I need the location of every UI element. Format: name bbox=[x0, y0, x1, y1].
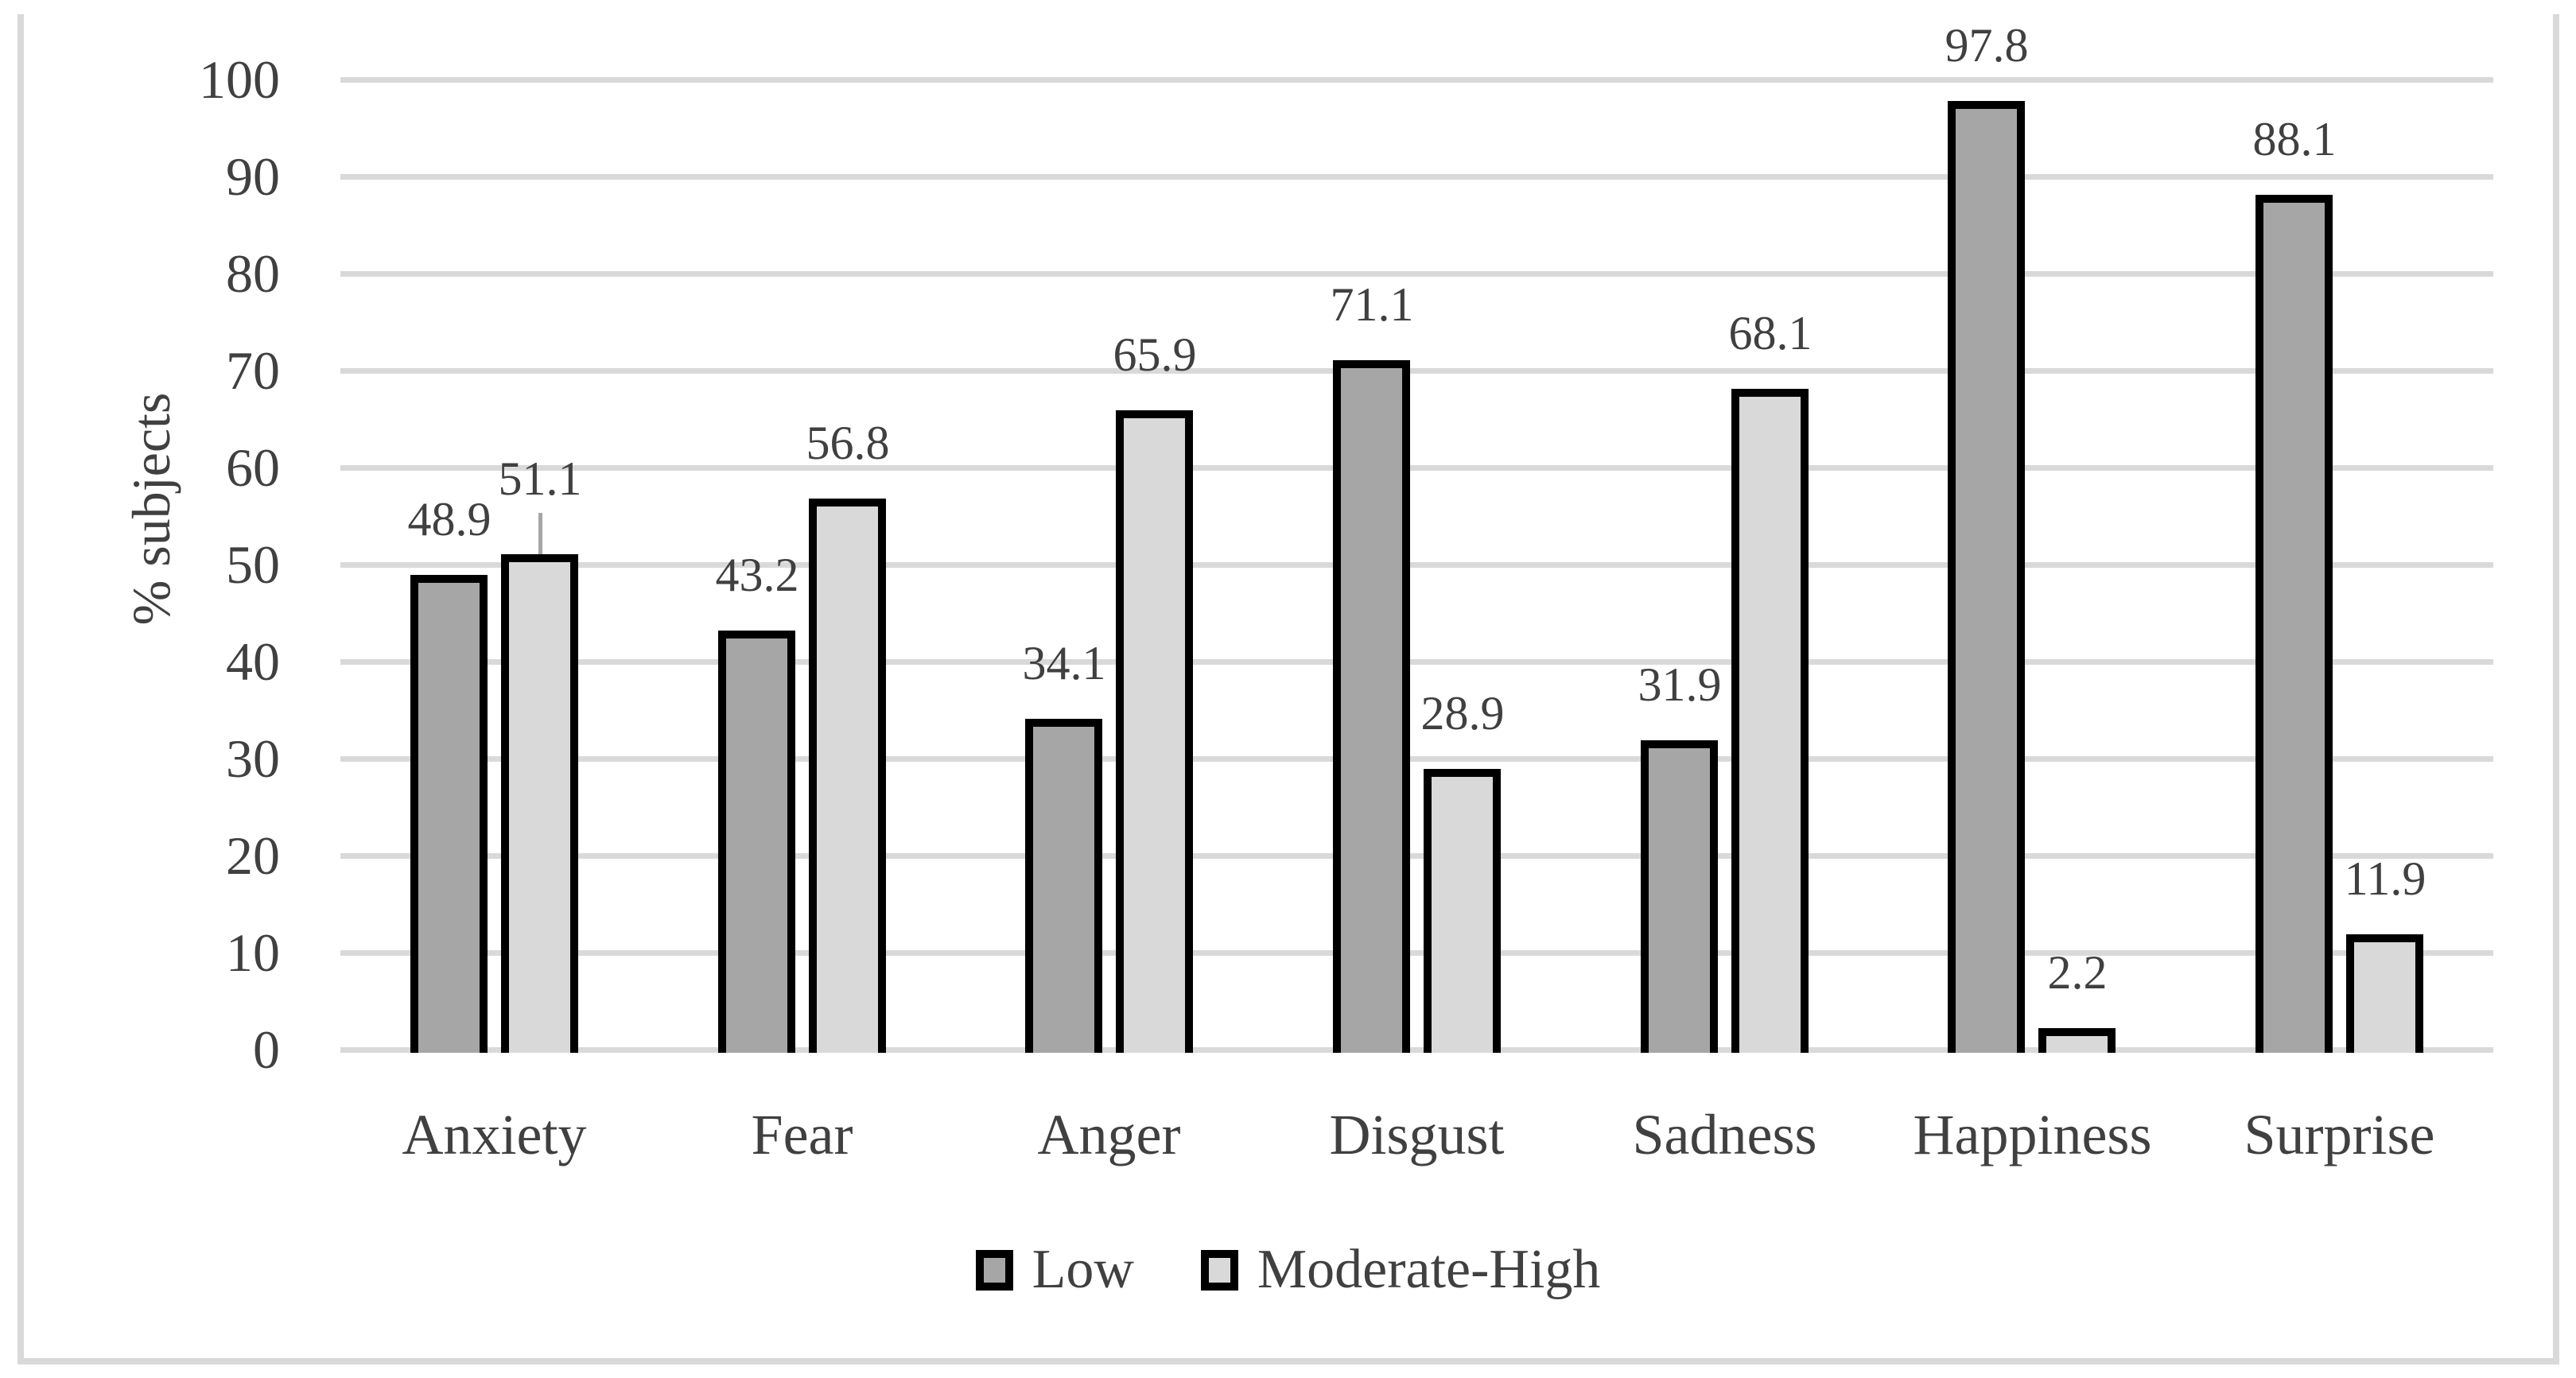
bar-disgust-moderate-high bbox=[1424, 769, 1501, 1053]
figure-frame-bottom bbox=[17, 1358, 2559, 1364]
category-label-happiness: Happiness bbox=[1913, 1103, 2152, 1166]
gridline-80 bbox=[340, 271, 2493, 277]
bar-value-label-anger-moderate-high: 65.9 bbox=[1113, 328, 1197, 381]
bar-value-label-sadness-low: 31.9 bbox=[1638, 658, 1722, 711]
bar-value-label-anxiety-low: 48.9 bbox=[407, 493, 491, 545]
gridline-90 bbox=[340, 174, 2493, 180]
gridline-30 bbox=[340, 756, 2493, 762]
gridline-0 bbox=[340, 1047, 2493, 1053]
bar-anger-moderate-high bbox=[1116, 410, 1193, 1053]
gridline-70 bbox=[340, 368, 2493, 374]
bar-anger-low bbox=[1025, 719, 1102, 1053]
y-tick-label-30: 30 bbox=[226, 728, 280, 789]
data-label-leader-line bbox=[538, 513, 542, 554]
y-tick-label-50: 50 bbox=[226, 534, 280, 595]
bar-sadness-moderate-high bbox=[1731, 389, 1809, 1053]
bar-value-label-surprise-low: 88.1 bbox=[2252, 113, 2337, 165]
bar-value-label-happiness-low: 97.8 bbox=[1945, 19, 2029, 72]
bar-value-label-disgust-low: 71.1 bbox=[1330, 278, 1414, 331]
bar-value-label-sadness-moderate-high: 68.1 bbox=[1728, 307, 1813, 359]
bar-happiness-moderate-high bbox=[2038, 1028, 2116, 1053]
y-tick-label-10: 10 bbox=[226, 922, 280, 983]
bar-value-label-disgust-moderate-high: 28.9 bbox=[1420, 687, 1505, 739]
bar-surprise-moderate-high bbox=[2346, 934, 2423, 1053]
category-label-disgust: Disgust bbox=[1329, 1103, 1505, 1166]
category-label-anger: Anger bbox=[1037, 1103, 1181, 1166]
bar-disgust-low bbox=[1333, 360, 1410, 1053]
y-tick-label-70: 70 bbox=[226, 340, 280, 401]
category-label-anxiety: Anxiety bbox=[402, 1103, 587, 1166]
legend-item-low: Low bbox=[975, 1234, 1134, 1306]
gridline-60 bbox=[340, 465, 2493, 471]
figure-frame-right bbox=[2553, 14, 2559, 1364]
legend-item-moderate-high: Moderate-High bbox=[1200, 1234, 1601, 1306]
category-label-surprise: Surprise bbox=[2244, 1103, 2435, 1166]
bar-surprise-low bbox=[2255, 195, 2333, 1053]
figure-frame-left bbox=[17, 14, 24, 1364]
category-label-fear: Fear bbox=[751, 1103, 853, 1166]
legend-swatch-low bbox=[975, 1249, 1013, 1291]
legend: Low Moderate-High bbox=[0, 1234, 2576, 1306]
gridline-100 bbox=[340, 77, 2493, 83]
bar-sadness-low bbox=[1641, 740, 1718, 1053]
y-tick-label-90: 90 bbox=[226, 146, 280, 207]
gridline-10 bbox=[340, 950, 2493, 956]
y-tick-label-0: 0 bbox=[253, 1019, 280, 1080]
bar-value-label-fear-low: 43.2 bbox=[715, 549, 799, 601]
y-tick-label-80: 80 bbox=[226, 243, 280, 304]
bar-happiness-low bbox=[1948, 101, 2025, 1053]
bar-value-label-anger-low: 34.1 bbox=[1022, 637, 1106, 689]
bar-value-label-happiness-moderate-high: 2.2 bbox=[2047, 946, 2108, 999]
bar-anxiety-moderate-high bbox=[501, 554, 578, 1053]
gridline-40 bbox=[340, 659, 2493, 665]
legend-label-low: Low bbox=[1032, 1239, 1134, 1300]
bar-value-label-fear-moderate-high: 56.8 bbox=[806, 417, 890, 469]
y-axis-title: % subjects bbox=[121, 392, 181, 626]
bar-value-label-surprise-moderate-high: 11.9 bbox=[2344, 852, 2426, 905]
y-tick-label-100: 100 bbox=[199, 49, 280, 110]
bar-value-label-anxiety-moderate-high: 51.1 bbox=[498, 452, 582, 505]
gridline-50 bbox=[340, 562, 2493, 568]
bar-fear-low bbox=[718, 631, 795, 1053]
y-tick-label-60: 60 bbox=[226, 437, 280, 498]
y-tick-label-20: 20 bbox=[226, 825, 280, 886]
category-label-sadness: Sadness bbox=[1632, 1103, 1817, 1166]
bar-anxiety-low bbox=[410, 575, 488, 1053]
bar-fear-moderate-high bbox=[809, 499, 886, 1053]
legend-label-moderate-high: Moderate-High bbox=[1257, 1239, 1601, 1300]
legend-swatch-moderate-high bbox=[1200, 1249, 1238, 1291]
y-tick-label-40: 40 bbox=[226, 631, 280, 692]
gridline-20 bbox=[340, 853, 2493, 859]
